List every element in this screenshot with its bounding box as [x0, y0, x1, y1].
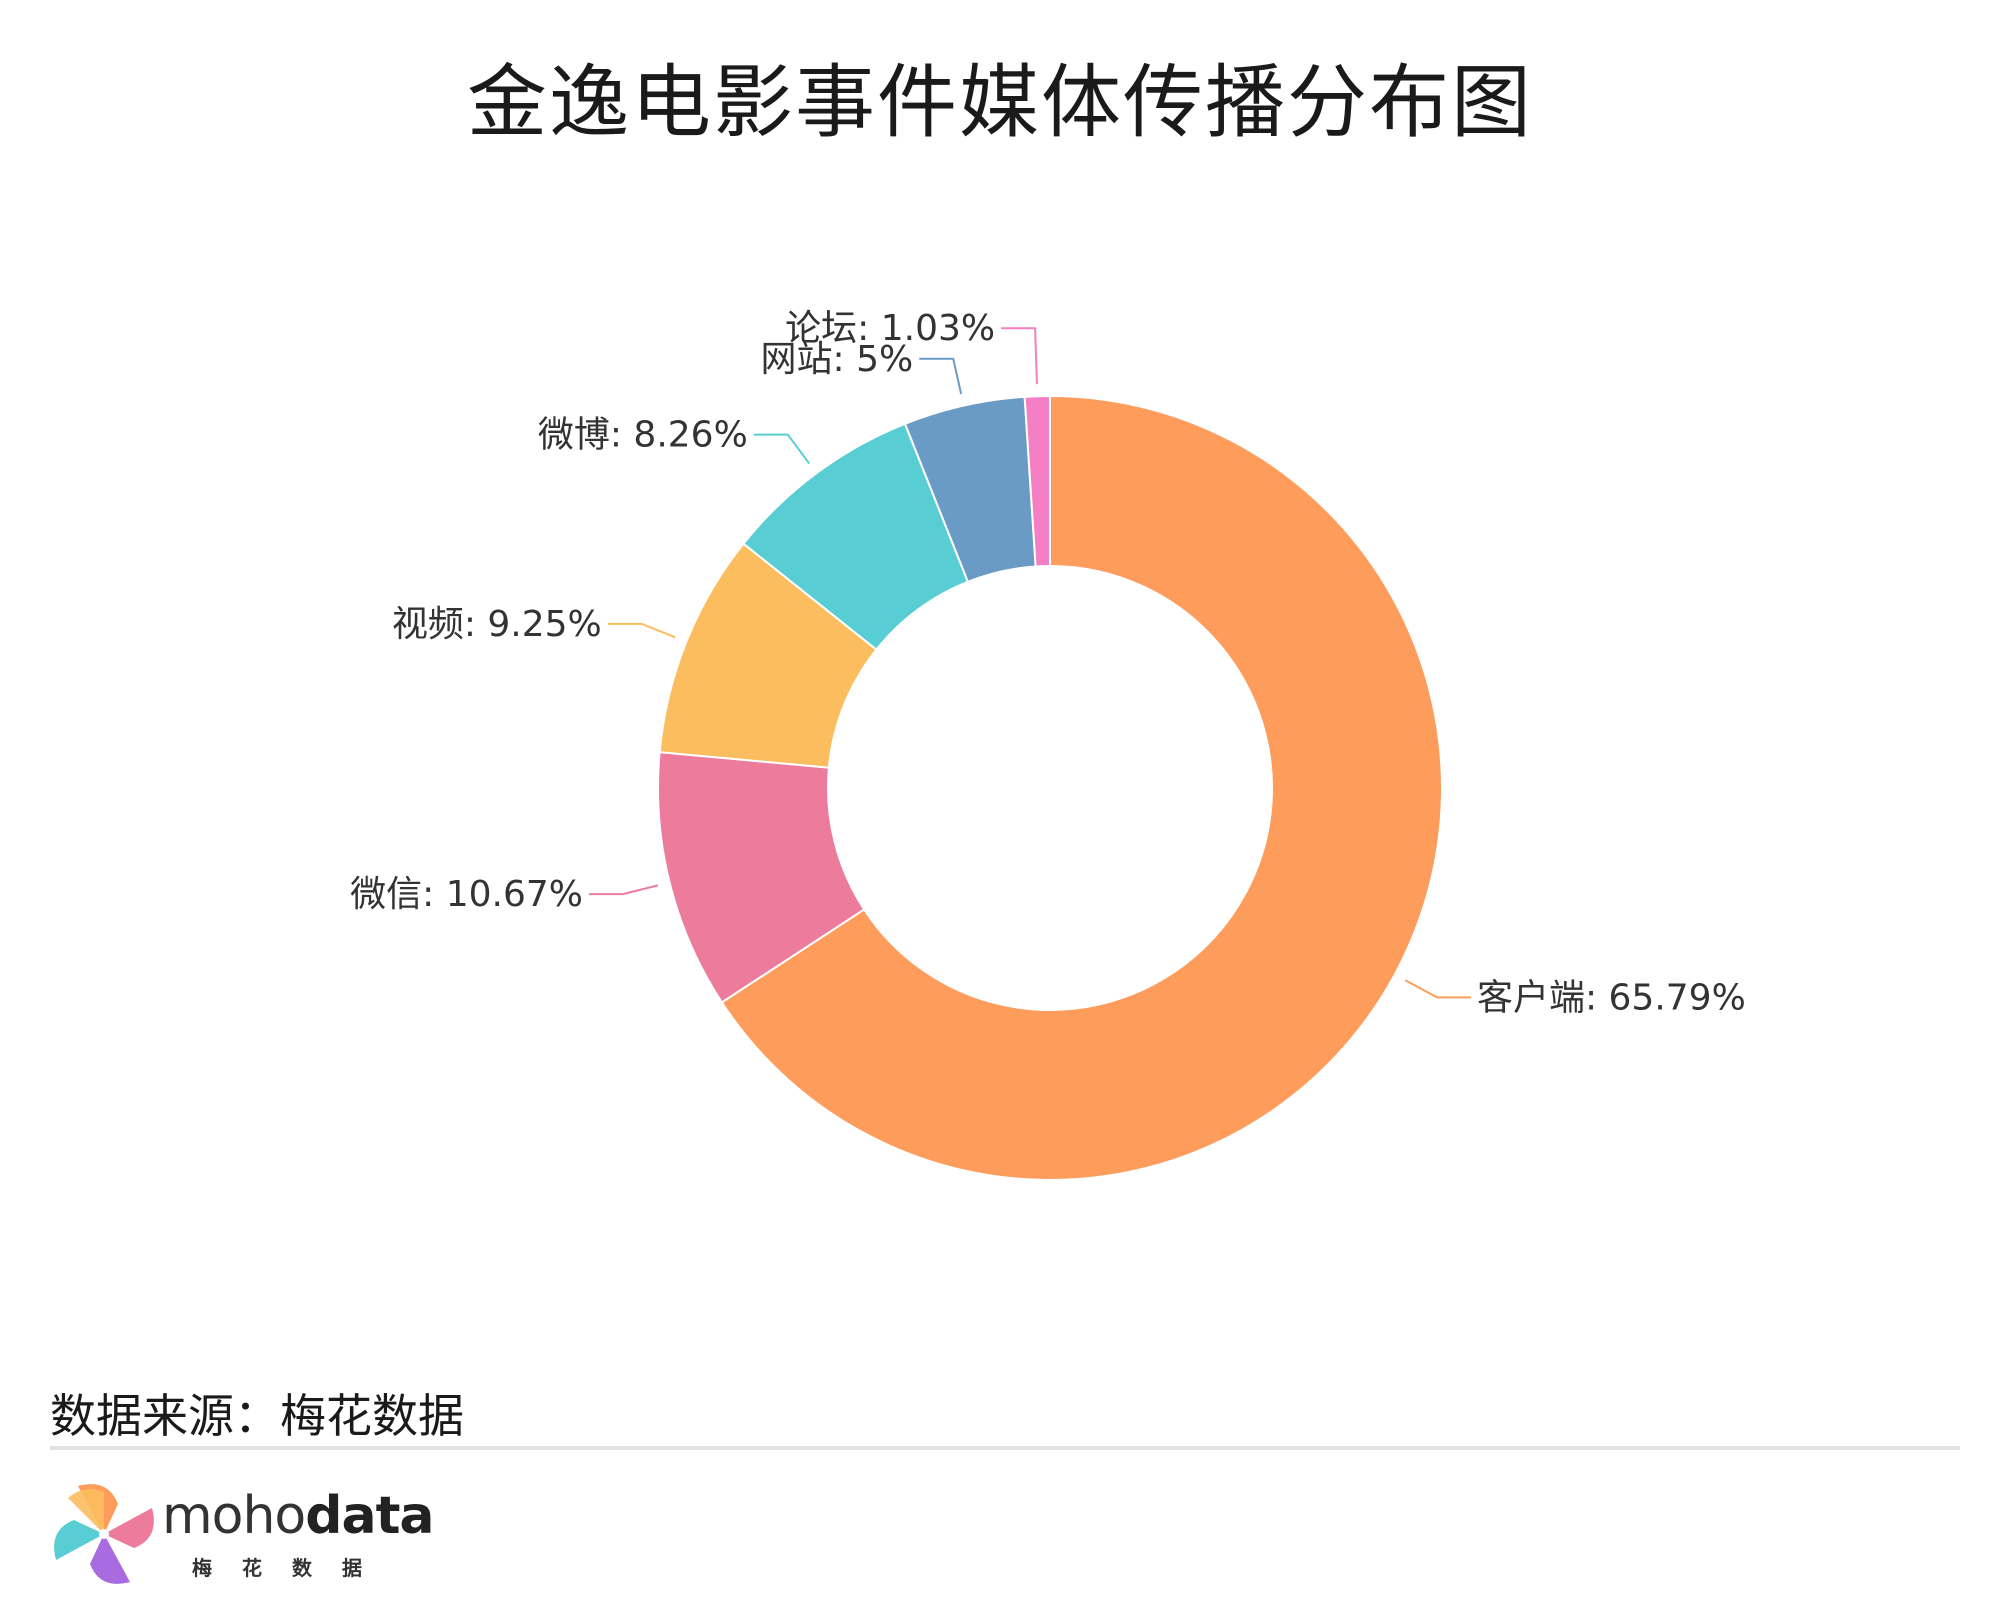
footer-divider: [50, 1446, 1960, 1450]
label-论坛: 论坛: 1.03%: [785, 308, 995, 349]
brand-wordmark: mohodata: [162, 1486, 435, 1546]
donut-labels: 客户端: 65.79% 微信: 10.67% 视频: 9.25% 微博: 8.26% 网…: [350, 308, 1746, 1018]
mohodata-logo-icon: [54, 1484, 154, 1584]
chart-title: 金逸电影事件媒体传播分布图: [467, 56, 1533, 149]
slice-客户端: [720, 394, 1443, 1181]
data-source: 数据来源：梅花数据: [50, 1389, 464, 1443]
donut-slices: [657, 394, 1443, 1181]
brand-subtitle: 梅花数据: [192, 1556, 392, 1580]
leader-line-微博: [753, 433, 811, 465]
leader-line-论坛: [1001, 327, 1038, 385]
leader-line-客户端: [1404, 979, 1471, 999]
label-网站: 网站: 5%: [761, 339, 914, 380]
brand-light: moho: [162, 1486, 306, 1546]
label-微博: 微博: 8.26%: [538, 415, 748, 456]
label-客户端: 客户端: 65.79%: [1477, 977, 1746, 1018]
leader-line-网站: [919, 357, 963, 395]
label-微信: 微信: 10.67%: [350, 874, 583, 915]
label-视频: 视频: 9.25%: [392, 604, 602, 645]
slice-论坛: [1023, 394, 1051, 568]
brand-bold: data: [305, 1486, 434, 1546]
leader-line-微信: [588, 884, 659, 896]
leader-line-视频: [607, 622, 676, 639]
